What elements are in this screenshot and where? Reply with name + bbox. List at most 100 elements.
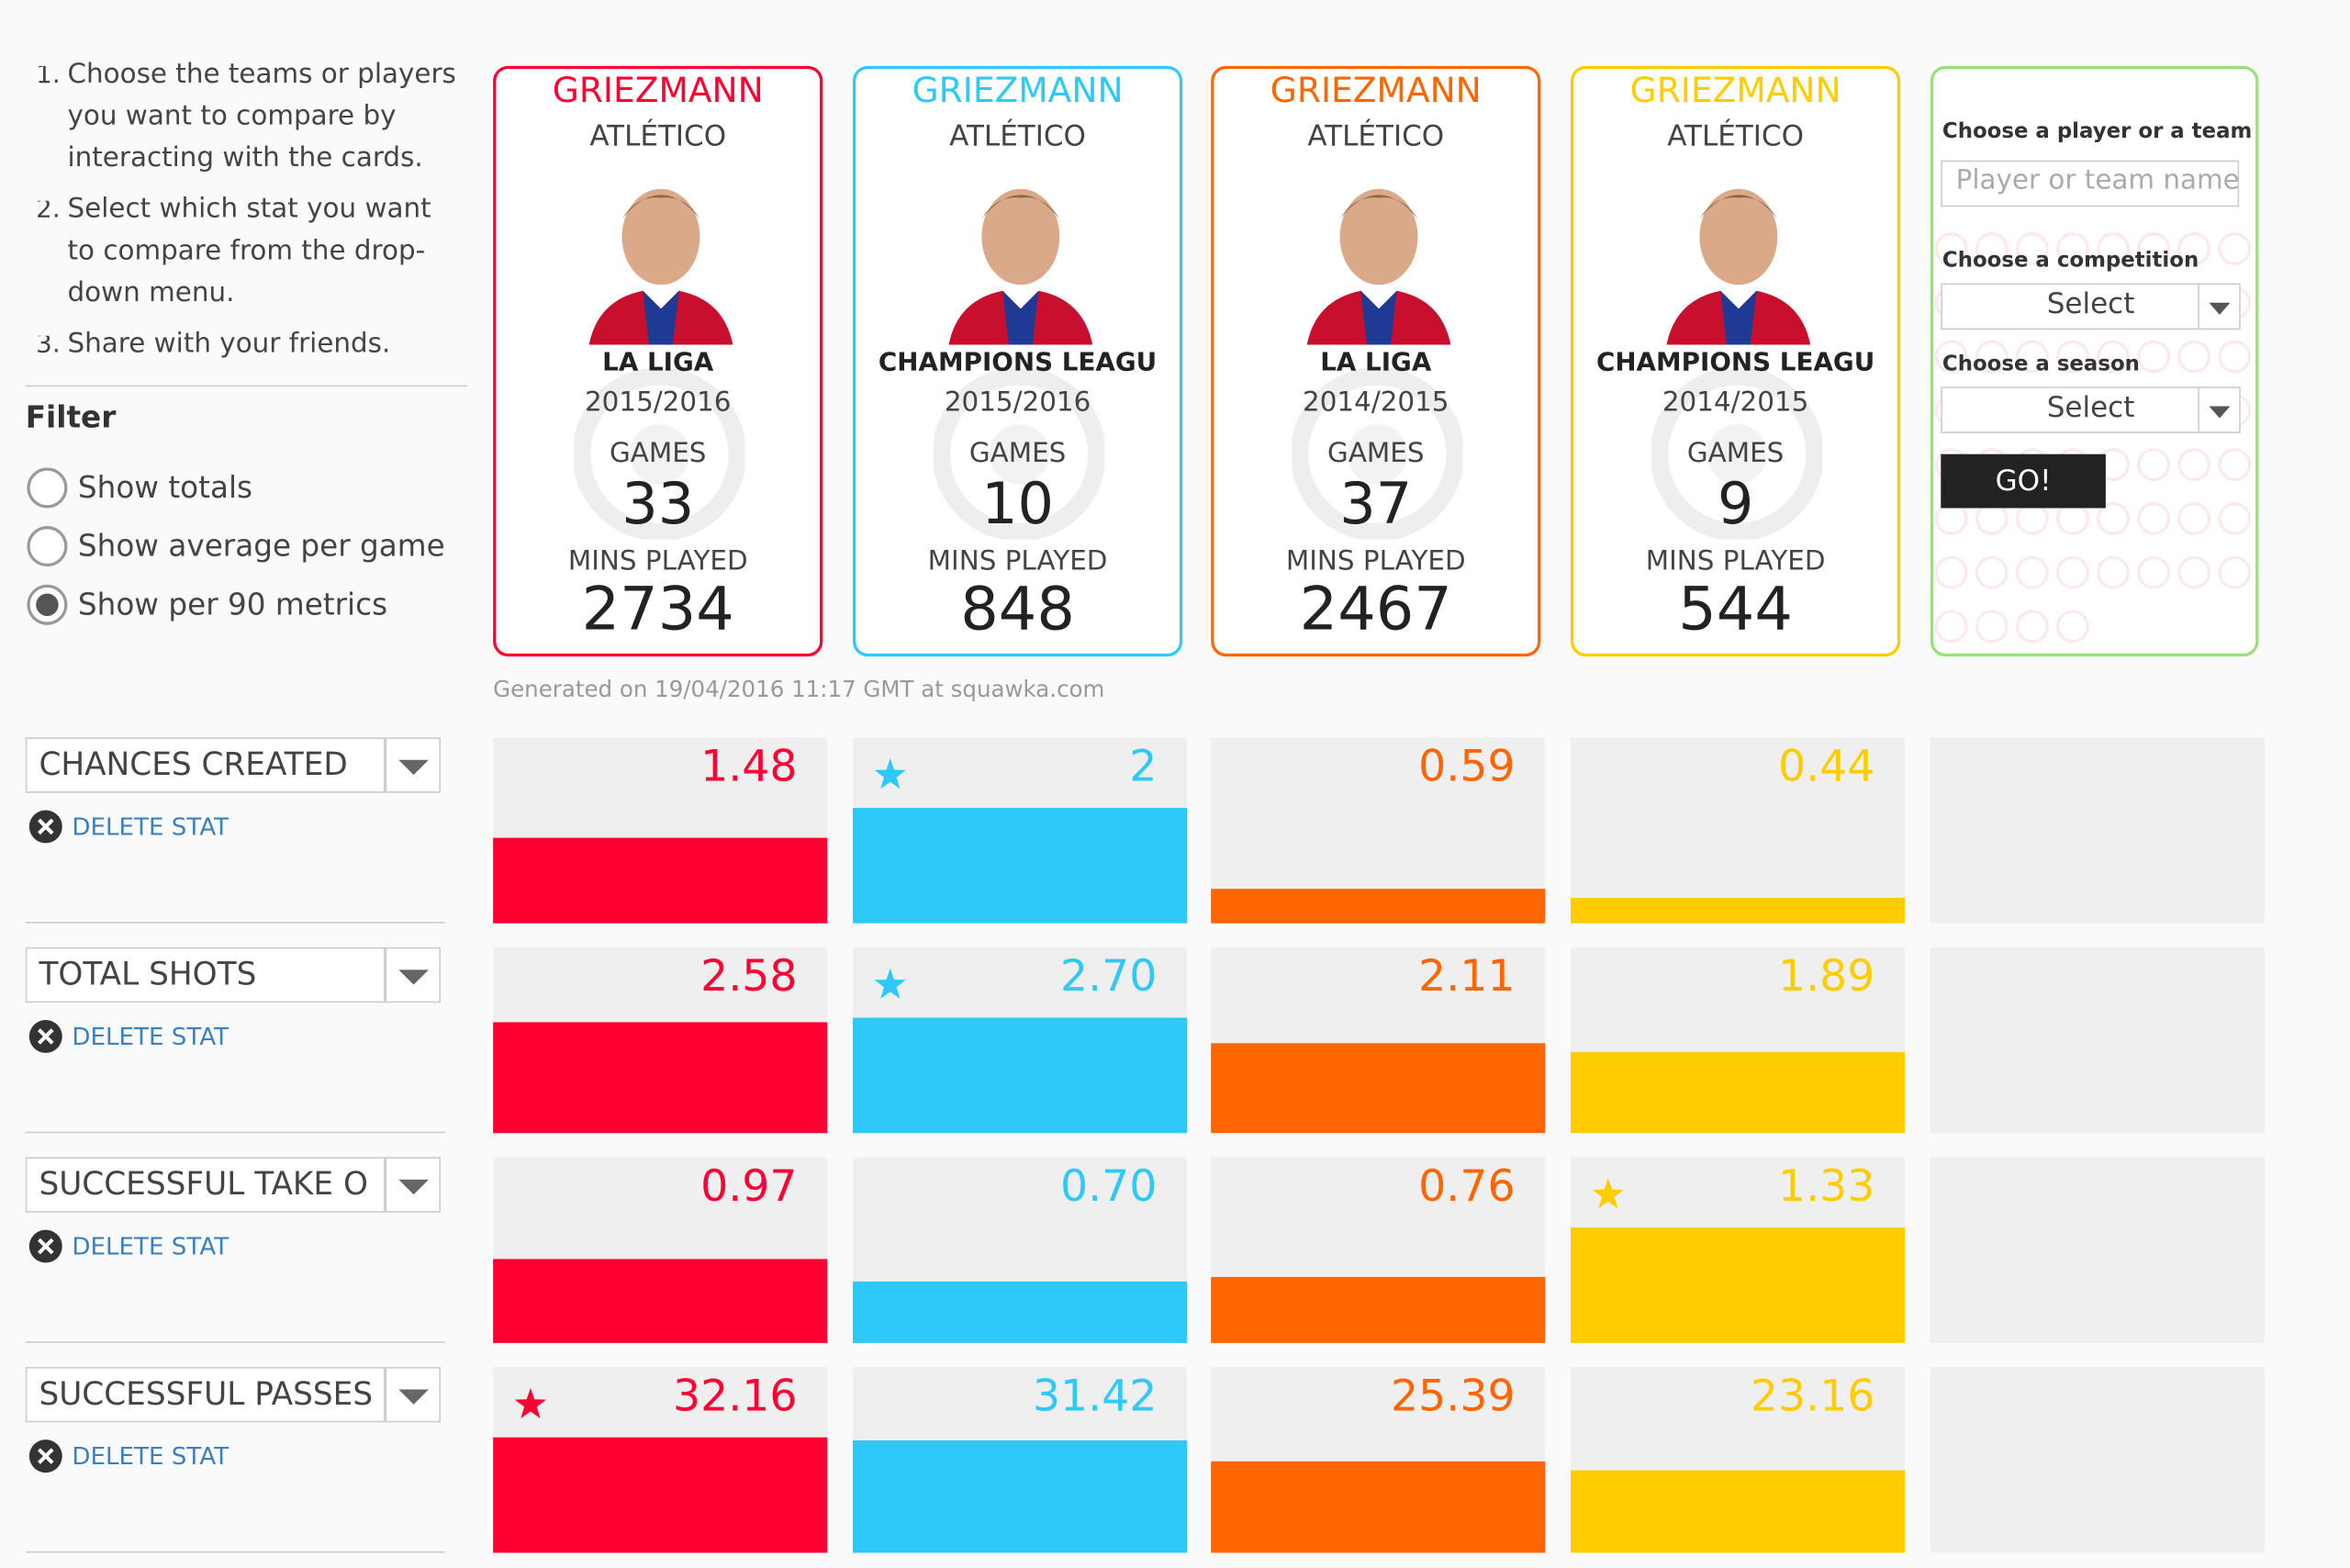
empty-cell	[1930, 737, 2265, 924]
stat-cell: 1.89	[1571, 946, 1906, 1134]
go-button[interactable]: GO!	[1941, 454, 2106, 509]
row-separator	[25, 1551, 445, 1553]
mins-label: MINS PLAYED	[927, 545, 1108, 577]
stat-bar	[1211, 1277, 1546, 1343]
stat-cell: 0.97	[493, 1157, 828, 1343]
stat-bar	[1571, 1469, 1906, 1553]
dropdown[interactable]: Select	[1941, 283, 2241, 330]
row-separator	[25, 1131, 445, 1134]
list-number: 2.	[36, 201, 60, 222]
card-watermark	[1651, 368, 1823, 540]
player-name: GRIEZMANN	[912, 72, 1124, 111]
delete-stat[interactable]: DELETE STAT	[72, 1232, 229, 1261]
competition: CHAMPIONS LEAGU	[1595, 347, 1875, 378]
stat-cell: 31.42	[852, 1366, 1188, 1553]
mins-label: MINS PLAYED	[1645, 545, 1826, 577]
stat-dropdown[interactable]: CHANCES CREATED	[25, 737, 386, 793]
stat-dropdown[interactable]: TOTAL SHOTS	[25, 946, 386, 1003]
stat-value: 2.58	[700, 950, 798, 1002]
stat-value: 0.44	[1778, 740, 1875, 792]
games-value: 10	[981, 470, 1055, 537]
stat-bar	[1571, 898, 1906, 924]
stat-cell: 2.58	[493, 946, 828, 1134]
player-name: GRIEZMANN	[552, 72, 764, 111]
field-label: Choose a competition	[1942, 249, 2199, 274]
player-name: GRIEZMANN	[1629, 72, 1841, 111]
card-watermark	[574, 368, 745, 540]
player-photo	[1654, 159, 1823, 345]
season: 2015/2016	[584, 386, 732, 419]
mins-value: 848	[960, 575, 1075, 645]
generated-note: Generated on 19/04/2016 11:17 GMT at squ…	[493, 676, 1105, 703]
instruction: Select which stat you want to compare fr…	[67, 193, 431, 309]
stat-value: 0.59	[1418, 740, 1516, 792]
stat-cell: 1.33	[1571, 1157, 1906, 1343]
player-photo	[576, 159, 745, 345]
delete-icon	[28, 810, 62, 844]
row-separator	[25, 1341, 445, 1343]
delete-stat[interactable]: DELETE STAT	[72, 812, 229, 841]
best-star	[874, 758, 906, 790]
club-name: ATLÉTICO	[949, 119, 1086, 153]
stat-cell: 2	[852, 737, 1188, 924]
svg-text:2.: 2.	[36, 201, 60, 222]
stat-bar	[493, 1023, 828, 1134]
games-value: 9	[1717, 470, 1754, 537]
stat-cell: 23.16	[1571, 1366, 1906, 1553]
stat-dropdown-button[interactable]	[385, 1157, 441, 1213]
delete-icon	[28, 1020, 62, 1053]
stat-dropdown[interactable]: SUCCESSFUL TAKE O	[25, 1157, 386, 1213]
stat-value: 1.33	[1778, 1159, 1875, 1212]
stat-cell: 0.70	[852, 1157, 1188, 1343]
stat-value: 2.11	[1418, 950, 1516, 1002]
radio-label[interactable]: Show totals	[77, 469, 253, 506]
svg-text:1.: 1.	[36, 66, 60, 87]
dropdown-arrow	[2198, 387, 2231, 432]
dropdown[interactable]: Select	[1941, 386, 2241, 433]
delete-stat[interactable]: DELETE STAT	[72, 1441, 229, 1471]
delete-icon	[28, 1439, 62, 1473]
radio[interactable]	[27, 584, 68, 625]
games-label: GAMES	[610, 437, 707, 470]
player-photo	[1294, 159, 1463, 345]
stat-cell: 0.76	[1211, 1157, 1546, 1343]
row-separator	[25, 922, 445, 924]
stat-value: 25.39	[1391, 1370, 1516, 1421]
player-card[interactable]: GRIEZMANN ATLÉTICO LA LIGA 2014/2015 GAMES 37…	[1211, 65, 1541, 657]
mins-label: MINS PLAYED	[1285, 545, 1466, 577]
stat-bar	[1211, 1043, 1546, 1134]
radio-dot	[36, 593, 59, 617]
delete-icon	[28, 1229, 62, 1263]
best-star	[1592, 1178, 1624, 1209]
empty-cell	[1930, 1366, 2265, 1553]
empty-cell	[1930, 946, 2265, 1134]
radio-label[interactable]: Show average per game	[77, 527, 445, 564]
radio[interactable]	[27, 467, 68, 509]
text-input[interactable]: Player or team name	[1941, 160, 2240, 207]
player-card[interactable]: GRIEZMANN ATLÉTICO LA LIGA 2015/2016 GAMES 33…	[493, 65, 823, 657]
stat-value: 2	[1129, 740, 1158, 792]
stat-dropdown-button[interactable]	[385, 1366, 441, 1423]
radio-label[interactable]: Show per 90 metrics	[77, 586, 388, 622]
competition: CHAMPIONS LEAGU	[878, 347, 1158, 378]
player-card[interactable]: GRIEZMANN ATLÉTICO CHAMPIONS LEAGU 2014/201…	[1571, 65, 1901, 657]
radio[interactable]	[27, 526, 68, 567]
stat-dropdown[interactable]: SUCCESSFUL PASSES	[25, 1366, 386, 1423]
delete-stat[interactable]: DELETE STAT	[72, 1022, 229, 1051]
stat-value: 0.70	[1059, 1159, 1158, 1212]
games-label: GAMES	[968, 437, 1067, 470]
stat-dropdown-button[interactable]	[385, 946, 441, 1003]
stat-value: 0.97	[700, 1159, 798, 1212]
stat-value: 2.70	[1059, 950, 1158, 1002]
stat-bar	[852, 1017, 1188, 1134]
stat-dropdown-button[interactable]	[385, 737, 441, 793]
stat-bar	[852, 1439, 1188, 1553]
stat-bar	[493, 837, 828, 924]
stat-bar	[852, 807, 1188, 924]
divider	[25, 385, 468, 387]
player-name: GRIEZMANN	[1270, 72, 1482, 111]
dropdown-arrow	[398, 1389, 429, 1405]
player-card[interactable]: GRIEZMANN ATLÉTICO CHAMPIONS LEAGU 2015/201…	[852, 65, 1183, 657]
